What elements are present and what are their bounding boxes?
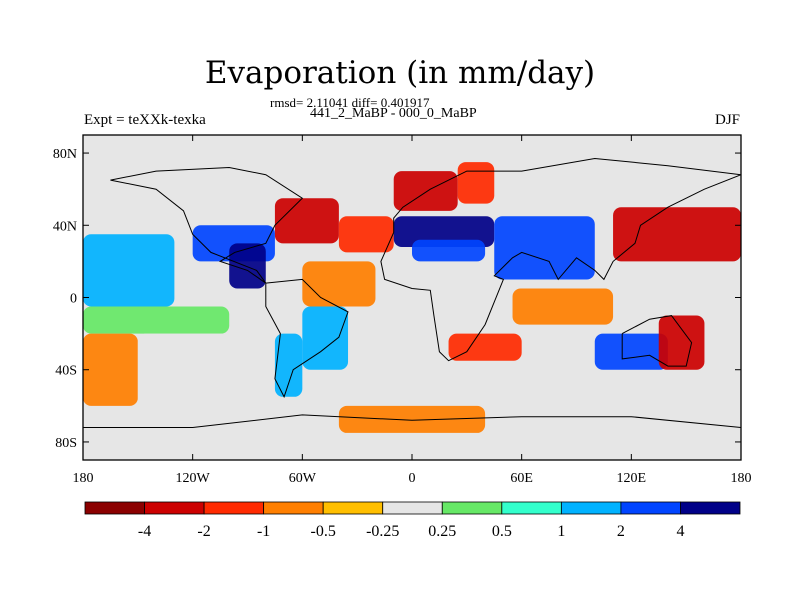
colorbar-label: 4 — [676, 523, 684, 540]
field-region-0 — [83, 234, 175, 307]
field-region-17 — [494, 216, 595, 280]
colorbar: -4 -2 -1 -0.5 -0.25 0.25 0.5 1 2 4 — [84, 501, 741, 540]
field-region-18 — [594, 333, 668, 370]
season-label: DJF — [714, 112, 740, 128]
x-tick-label: 120W — [176, 471, 211, 486]
colorbar-swatch-10 — [680, 501, 741, 515]
south-america-outline — [265, 278, 349, 399]
colorbar-swatch-8 — [560, 501, 622, 515]
colorbar-label: -0.25 — [366, 523, 399, 540]
australia-outline — [621, 315, 693, 367]
x-tick-label: 60E — [510, 471, 533, 486]
stats-label: rmsd= 2.11041 diff= 0.401917 — [270, 95, 430, 110]
colorbar-label: -0.5 — [311, 523, 336, 540]
experiment-label: Expt = teXXk-texka — [84, 112, 206, 128]
north-america-outline — [110, 166, 304, 284]
field-region-10 — [274, 333, 303, 397]
field-region-9 — [302, 306, 349, 370]
field-region-15 — [448, 333, 522, 361]
map-title: Evaporation (in mm/day) — [204, 55, 596, 91]
colorbar-swatch-9 — [620, 501, 681, 515]
colorbar-swatch-3 — [263, 501, 324, 515]
field-region-12 — [457, 162, 495, 204]
colorbar-swatch-2 — [203, 501, 265, 515]
y-tick-label: 80S — [55, 436, 77, 451]
field-region-8 — [302, 261, 376, 307]
field-region-19 — [613, 207, 741, 262]
field-region-16 — [512, 288, 614, 325]
colorbar-swatch-6 — [441, 501, 503, 515]
colorbar-label: 0.5 — [492, 523, 512, 540]
field-region-20 — [658, 315, 705, 370]
eurasia-africa-outline — [380, 157, 741, 362]
colorbar-swatch-0 — [84, 501, 145, 515]
y-tick-label: 40S — [55, 364, 77, 379]
colorbar-label: -2 — [197, 523, 210, 540]
field-region-2 — [83, 333, 138, 406]
coastlines — [83, 157, 741, 428]
field-region-3 — [137, 333, 230, 406]
colorbar-label: -1 — [257, 523, 270, 540]
colorbar-label: -4 — [138, 523, 151, 540]
colorbar-label: 2 — [617, 523, 625, 540]
colorbar-label: 0.25 — [428, 523, 456, 540]
field-region-6 — [274, 198, 339, 244]
field-region-13 — [393, 216, 495, 247]
x-tick-label: 180 — [73, 471, 94, 486]
x-tick-label: 0 — [409, 471, 416, 486]
map-subtitle: 441_2_MaBP - 000_0_MaBP — [310, 106, 477, 121]
field-region-1 — [83, 306, 230, 334]
antarctica-outline — [83, 414, 741, 428]
colorbar-swatch-1 — [144, 501, 205, 515]
field-region-7 — [338, 216, 394, 253]
colorbar-label: 1 — [557, 523, 565, 540]
y-tick-label: 40N — [53, 219, 77, 234]
evaporation-field — [83, 135, 741, 460]
x-tick-label: 180 — [731, 471, 752, 486]
x-tick-label: 120E — [617, 471, 647, 486]
colorbar-swatch-7 — [501, 501, 562, 515]
field-region-11 — [393, 171, 458, 211]
y-tick-label: 0 — [70, 292, 77, 307]
field-region-21 — [338, 405, 486, 433]
colorbar-swatch-5 — [382, 501, 443, 515]
map-axes: 180 120W 60W 0 60E 120E 180 80N 40N 0 40S 80S — [53, 135, 752, 486]
colorbar-swatch-4 — [322, 501, 384, 515]
field-region-14 — [412, 239, 486, 262]
x-tick-label: 60W — [289, 471, 317, 486]
y-tick-label: 80N — [53, 147, 77, 162]
